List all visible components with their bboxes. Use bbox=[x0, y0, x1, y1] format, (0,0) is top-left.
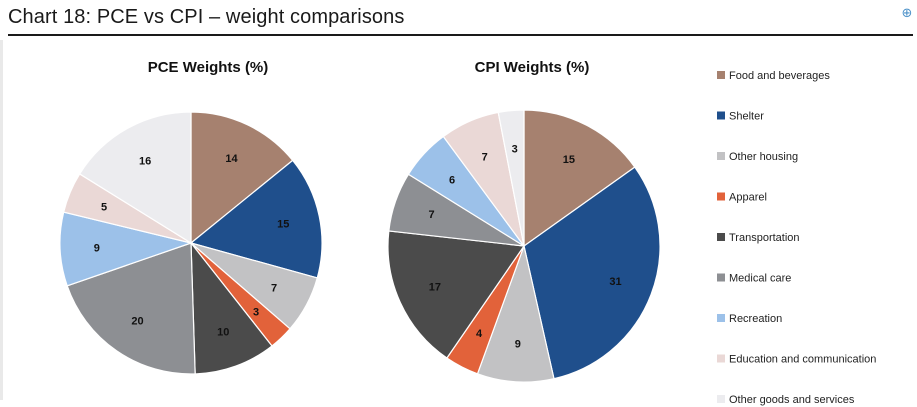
pce-slice-other-goods-and-services bbox=[78, 111, 192, 245]
pce-slice-shelter bbox=[189, 159, 323, 279]
pce-label-medical-care: 20 bbox=[131, 316, 143, 328]
cpi-label-other-goods-and-services: 3 bbox=[512, 144, 518, 156]
left-edge-divider bbox=[0, 40, 3, 400]
legend-swatch-apparel bbox=[717, 192, 725, 201]
legend-label-apparel: Apparel bbox=[729, 192, 767, 204]
cpi-label-education-and-communication: 7 bbox=[482, 151, 488, 163]
legend-label-medical-care: Medical care bbox=[729, 273, 791, 285]
cpi-pie: 15 31 9 4 17 7 6 7 3 bbox=[387, 109, 661, 383]
pce-pie: 14 15 73 10 20 9 5 16 bbox=[59, 111, 323, 375]
pce-label-transportation: 10 bbox=[217, 327, 229, 339]
legend-swatch-recreation bbox=[717, 314, 725, 322]
legend-swatch-food-and-beverages bbox=[717, 71, 725, 79]
cpi-label-transportation: 17 bbox=[429, 282, 441, 294]
cpi-slice-shelter bbox=[523, 166, 661, 380]
pce-slice-food-and-beverages bbox=[190, 111, 294, 245]
cpi-label-recreation: 6 bbox=[449, 175, 455, 187]
legend-swatch-other-housing bbox=[717, 152, 725, 160]
legend-swatch-education-and-communication bbox=[717, 354, 725, 363]
cpi-pie-title: CPI Weights (%) bbox=[475, 59, 590, 76]
cpi-label-shelter: 31 bbox=[609, 276, 621, 288]
legend: Food and beverages Shelter Other housing Ap… bbox=[717, 70, 876, 406]
legend-label-recreation: Recreation bbox=[729, 313, 782, 325]
pce-label-recreation: 9 bbox=[94, 243, 100, 255]
legend-swatch-transportation bbox=[717, 233, 725, 241]
legend-swatch-shelter bbox=[717, 111, 725, 120]
pce-slice-medical-care bbox=[66, 242, 196, 375]
legend-label-education-and-communication: Education and communication bbox=[729, 354, 876, 366]
legend-label-other-housing: Other housing bbox=[729, 151, 798, 163]
legend-label-transportation: Transportation bbox=[729, 232, 800, 244]
cpi-slice-transportation bbox=[387, 230, 526, 359]
cpi-slice-other-goods-and-services bbox=[497, 109, 525, 247]
cpi-label-medical-care: 7 bbox=[428, 209, 434, 221]
pce-label-shelter: 15 bbox=[277, 219, 289, 231]
zoom-in-icon[interactable]: ⊕ bbox=[901, 5, 913, 20]
legend-swatch-medical-care bbox=[717, 273, 725, 282]
pce-label-apparel: 3 bbox=[253, 306, 259, 318]
legend-label-food-and-beverages: Food and beverages bbox=[729, 70, 830, 82]
pce-pie-title: PCE Weights (%) bbox=[148, 59, 269, 76]
pce-label-other-goods-and-services: 16 bbox=[139, 156, 151, 168]
pce-label-other-housing: 7 bbox=[271, 283, 277, 295]
cpi-label-other-housing: 9 bbox=[515, 339, 521, 351]
cpi-label-food-and-beverages: 15 bbox=[563, 154, 575, 166]
page-title: Chart 18: PCE vs CPI – weight comparison… bbox=[8, 6, 405, 28]
cpi-slice-food-and-beverages bbox=[523, 109, 636, 248]
legend-swatch-other-goods-and-services bbox=[717, 395, 725, 403]
cpi-label-apparel: 4 bbox=[476, 328, 483, 340]
pce-label-education-and-communication: 5 bbox=[101, 202, 107, 214]
legend-label-other-goods-and-services: Other goods and services bbox=[729, 394, 855, 406]
pce-label-food-and-beverages: 14 bbox=[225, 153, 238, 165]
pce-slice-transportation bbox=[190, 241, 273, 375]
legend-label-shelter: Shelter bbox=[729, 111, 764, 123]
title-divider bbox=[8, 34, 913, 36]
